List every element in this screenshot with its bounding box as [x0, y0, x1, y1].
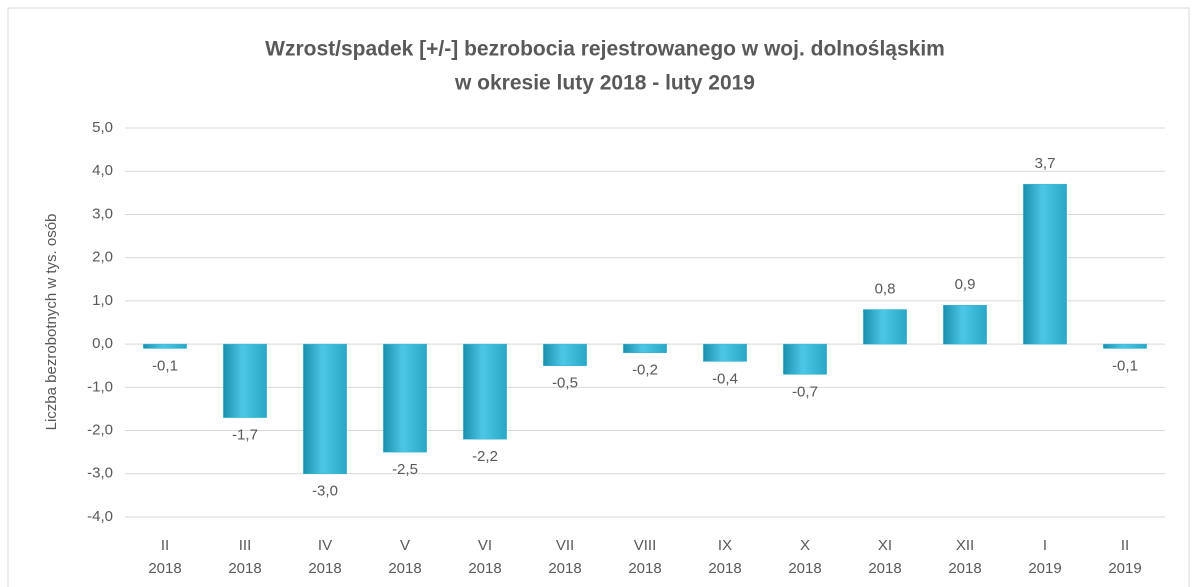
x-tick-label: XII: [956, 537, 974, 554]
x-tick-label: 2018: [708, 560, 741, 577]
chart-title: w okresie luty 2018 - luty 2019: [454, 72, 755, 95]
y-tick-label: -4,0: [87, 508, 113, 525]
x-tick-label: 2018: [228, 560, 261, 577]
data-label: -0,4: [712, 370, 738, 387]
x-tick-label: 2018: [948, 560, 981, 577]
data-label: 0,9: [955, 276, 976, 293]
data-label: -0,2: [632, 362, 658, 379]
data-label: -1,7: [232, 427, 258, 444]
x-tick-label: VIII: [634, 537, 657, 554]
bar: [783, 343, 827, 375]
x-tick-label: II: [1121, 537, 1129, 554]
x-tick-label: X: [800, 537, 810, 554]
x-tick-label: 2018: [548, 560, 581, 577]
bar: [543, 343, 587, 366]
x-tick-label: 2018: [628, 560, 661, 577]
y-tick-label: 2,0: [92, 249, 113, 266]
data-label: 0,8: [875, 281, 896, 298]
y-tick-label: -1,0: [87, 378, 113, 395]
y-tick-label: 4,0: [92, 162, 113, 179]
x-tick-label: I: [1043, 537, 1047, 554]
data-label: -2,2: [472, 448, 498, 465]
x-tick-label: 2018: [868, 560, 901, 577]
y-tick-label: -3,0: [87, 465, 113, 482]
data-label: -0,5: [552, 375, 578, 392]
bar: [623, 343, 667, 354]
y-tick-label: -2,0: [87, 422, 113, 439]
y-axis-label: Liczba bezrobotnych w tys. osób: [43, 214, 60, 431]
x-tick-label: IX: [718, 537, 732, 554]
x-tick-label: 2019: [1108, 560, 1141, 577]
x-tick-label: II: [161, 537, 169, 554]
y-tick-label: 1,0: [92, 292, 113, 309]
x-tick-label: 2018: [388, 560, 421, 577]
y-tick-label: 0,0: [92, 335, 113, 352]
data-label: -3,0: [312, 483, 338, 500]
bar: [383, 343, 427, 453]
data-label: -0,1: [152, 357, 178, 374]
bar: [863, 309, 907, 345]
x-tick-label: V: [400, 537, 410, 554]
x-tick-label: 2018: [308, 560, 341, 577]
data-label: -0,7: [792, 383, 818, 400]
x-tick-label: XI: [878, 537, 892, 554]
x-tick-label: IV: [318, 537, 332, 554]
x-tick-label: 2019: [1028, 560, 1061, 577]
chart-border: [7, 7, 1190, 587]
x-tick-label: 2018: [148, 560, 181, 577]
bar: [463, 343, 507, 440]
bar: [1103, 343, 1147, 349]
data-label: -2,5: [392, 461, 418, 478]
x-tick-label: III: [239, 537, 252, 554]
data-label: 3,7: [1035, 155, 1056, 172]
data-label: -0,1: [1112, 357, 1138, 374]
chart-title: Wzrost/spadek [+/-] bezrobocia rejestrow…: [265, 38, 945, 61]
bar: [943, 304, 987, 345]
bar: [703, 343, 747, 362]
x-tick-label: 2018: [788, 560, 821, 577]
x-tick-label: VI: [478, 537, 492, 554]
bar: [143, 343, 187, 349]
x-tick-label: 2018: [468, 560, 501, 577]
bar: [223, 343, 267, 418]
bar: [1023, 183, 1067, 345]
y-tick-label: 3,0: [92, 205, 113, 222]
bar: [303, 343, 347, 475]
y-tick-label: 5,0: [92, 119, 113, 136]
x-tick-label: VII: [556, 537, 574, 554]
